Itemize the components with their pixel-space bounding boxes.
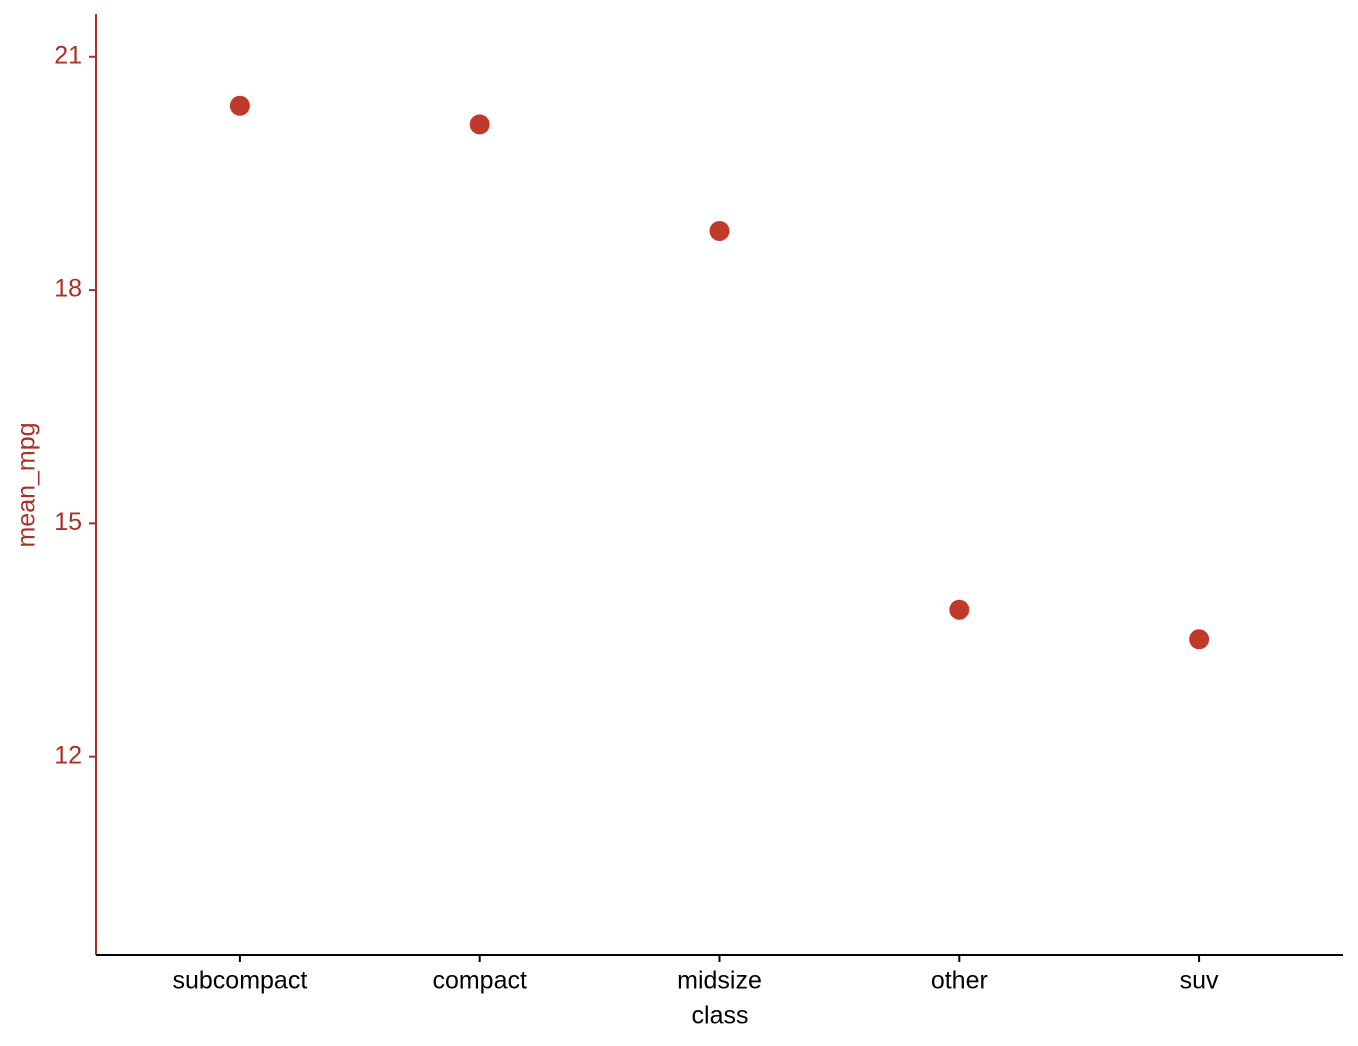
x-tick-label: subcompact [172, 967, 307, 995]
point [1189, 629, 1210, 650]
y-tick-label: 12 [54, 741, 82, 769]
y-tick-label: 15 [54, 508, 82, 536]
x-axis-title: class [692, 1002, 749, 1030]
point [229, 95, 250, 116]
y-axis-title: mean_mpg [13, 422, 41, 547]
y-tick-label: 21 [54, 41, 82, 69]
point [709, 220, 730, 241]
x-tick-label: midsize [677, 967, 762, 995]
point [469, 114, 490, 135]
point [949, 599, 970, 620]
y-tick-label: 18 [54, 275, 82, 303]
x-tick-label: compact [432, 967, 527, 995]
x-tick-label: other [931, 967, 988, 995]
x-tick-label: suv [1180, 967, 1219, 995]
